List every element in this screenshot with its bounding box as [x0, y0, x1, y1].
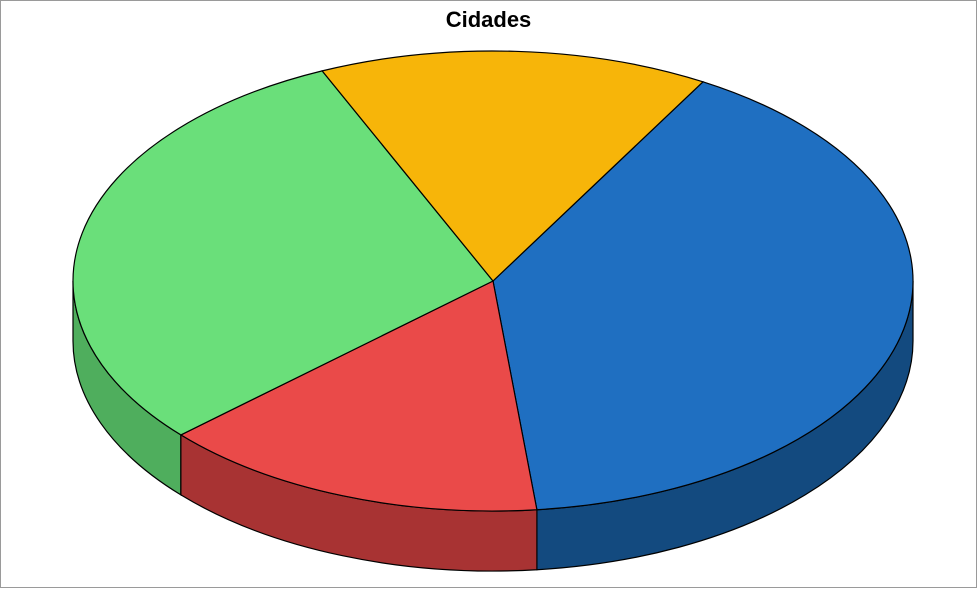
- chart-frame: Cidades: [0, 0, 977, 588]
- pie-chart: [1, 1, 977, 589]
